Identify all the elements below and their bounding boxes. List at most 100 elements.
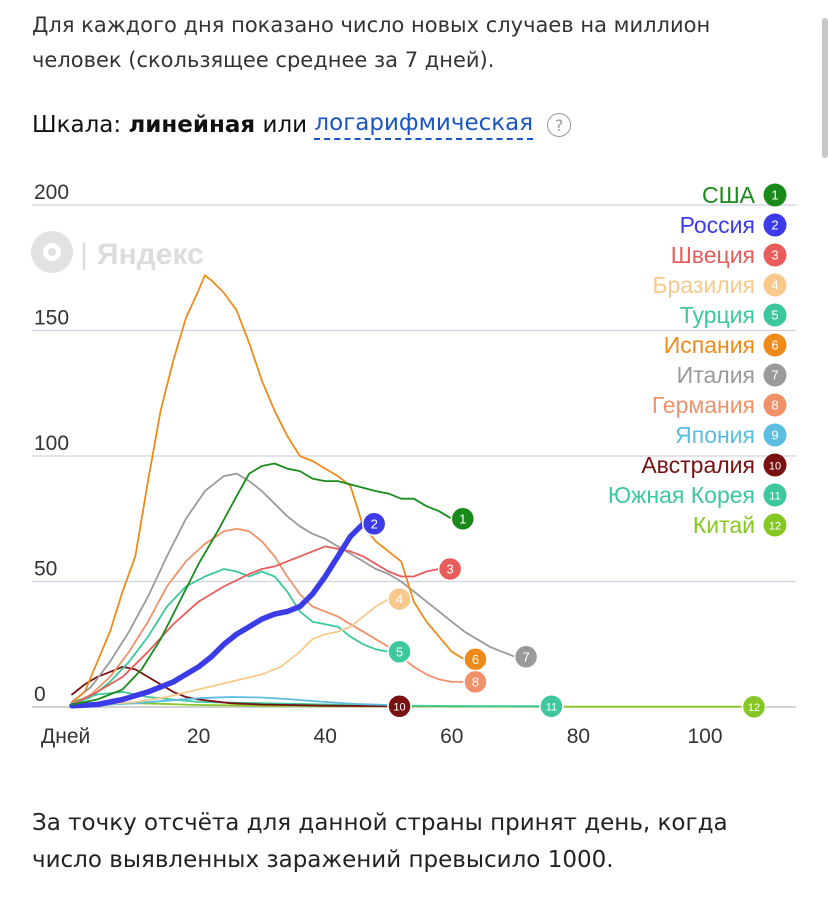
legend-label: Россия	[680, 212, 755, 238]
series-end-marker-8: 8	[463, 669, 488, 695]
series-line-4	[71, 598, 390, 707]
legend-item-7[interactable]: Италия 7	[677, 362, 787, 388]
end-marker-label: 3	[447, 561, 454, 576]
yandex-watermark: | Яндекс	[31, 231, 204, 273]
series-line-3	[71, 545, 440, 706]
end-marker-label: 7	[522, 649, 529, 664]
legend-item-5[interactable]: Турция 5	[680, 302, 787, 328]
legend-badge	[763, 183, 787, 207]
y-tick-label: 200	[34, 181, 69, 204]
legend-item-6[interactable]: Испания 6	[664, 332, 787, 358]
legend-badge-number: 9	[771, 428, 778, 443]
scale-log-link[interactable]: логарифмическая	[314, 110, 534, 140]
legend-label: Япония	[675, 422, 755, 448]
series-line-2	[69, 521, 366, 709]
series-end-marker-10: 10	[387, 693, 412, 719]
scale-switcher: Шкала: линейная или логарифмическая ?	[32, 110, 572, 140]
y-tick-label: 100	[34, 432, 69, 455]
scrollbar[interactable]	[822, 18, 828, 158]
end-marker-label: 10	[393, 702, 405, 714]
watermark-text: Яндекс	[97, 238, 204, 271]
legend-badge	[763, 273, 787, 297]
series-end-marker-2: 2	[361, 511, 387, 537]
series-line-8	[71, 527, 466, 706]
legend-badge	[763, 483, 787, 507]
x-tick-label: 100	[687, 725, 722, 748]
series-line-9	[71, 696, 390, 708]
legend-label: Австралия	[641, 452, 755, 478]
legend-badge-number: 7	[771, 368, 778, 383]
end-marker-label: 2	[371, 516, 378, 531]
end-marker-label: 1	[459, 511, 466, 526]
series-end-marker-11: 11	[539, 693, 564, 719]
series-line-5	[71, 568, 390, 706]
watermark-separator: |	[80, 238, 88, 271]
legend-label: Турция	[680, 302, 755, 328]
legend-badge	[763, 363, 787, 387]
legend-item-12[interactable]: Китай 12	[693, 512, 787, 538]
x-tick-label: 60	[440, 725, 463, 748]
legend-label: Италия	[677, 362, 755, 388]
x-tick-label: 80	[567, 725, 590, 748]
legend-label: США	[702, 182, 756, 208]
legend-item-3[interactable]: Швеция 3	[671, 242, 787, 268]
legend-badge	[763, 303, 787, 327]
series-end-marker-4: 4	[387, 586, 412, 612]
y-tick-label: 0	[34, 683, 46, 706]
legend-badge	[763, 213, 787, 237]
x-axis-label: Дней	[41, 725, 90, 748]
y-tick-label: 150	[34, 307, 69, 330]
footer-text: За точку отсчёта для данной страны приня…	[32, 810, 728, 873]
legend-badge-number: 6	[771, 338, 778, 353]
series-end-marker-1: 1	[450, 506, 476, 531]
legend-badge	[763, 243, 787, 267]
scale-prefix-label: Шкала:	[32, 112, 122, 138]
scale-or-label: или	[262, 112, 308, 138]
legend-badge	[763, 393, 787, 417]
x-tick-label: 20	[187, 725, 210, 748]
covid-chart: | Яндекс 123456789101112 США1Россия2Швец…	[31, 181, 796, 748]
series-end-marker-6: 6	[463, 647, 488, 672]
series-end-marker-12: 12	[741, 694, 767, 719]
legend-badge	[763, 513, 787, 537]
legend-item-11[interactable]: Южная Корея 11	[608, 482, 787, 508]
x-tick-label: 40	[314, 725, 337, 748]
legend-item-10[interactable]: Австралия 10	[641, 452, 787, 478]
end-marker-label: 11	[546, 702, 557, 714]
help-icon[interactable]: ?	[547, 113, 572, 137]
legend-label: Китай	[693, 512, 755, 538]
end-marker-label: 12	[748, 702, 760, 714]
scale-linear-option: линейная	[128, 112, 256, 138]
series-end-marker-3: 3	[437, 556, 463, 582]
series-end-marker-5: 5	[387, 639, 412, 665]
intro-text: Для каждого дня показано число новых слу…	[32, 13, 711, 72]
legend-badge-number: 4	[771, 278, 778, 293]
legend-item-9[interactable]: Япония 9	[675, 422, 787, 448]
end-marker-label: 4	[396, 592, 403, 607]
legend-badge-number: 12	[769, 521, 781, 533]
end-marker-label: 6	[472, 652, 479, 667]
series-line-7	[71, 472, 516, 703]
end-marker-label: 5	[396, 644, 403, 659]
legend-label: Южная Корея	[608, 482, 755, 508]
legend-badge-number: 8	[771, 398, 778, 413]
legend-label: Швеция	[671, 242, 755, 268]
legend-label: Бразилия	[652, 272, 755, 298]
legend-badge-number: 1	[771, 188, 778, 203]
legend-label: Германия	[652, 392, 755, 418]
series-end-marker-7: 7	[513, 644, 539, 670]
legend-item-1[interactable]: США 1	[702, 182, 787, 208]
end-marker-label: 8	[472, 674, 479, 689]
legend-badge-number: 10	[769, 461, 781, 473]
y-tick-label: 50	[34, 558, 57, 581]
legend-badge	[763, 333, 787, 357]
legend-badge-number: 11	[769, 491, 780, 503]
legend-badge	[763, 423, 787, 447]
legend-item-8[interactable]: Германия 8	[652, 392, 787, 418]
legend-badge-number: 5	[771, 308, 778, 323]
series-line-1	[71, 462, 453, 706]
legend-label: Испания	[664, 332, 755, 358]
legend-item-4[interactable]: Бразилия 4	[652, 272, 787, 298]
legend-badge-number: 3	[771, 248, 778, 263]
legend-item-2[interactable]: Россия 2	[680, 212, 787, 238]
